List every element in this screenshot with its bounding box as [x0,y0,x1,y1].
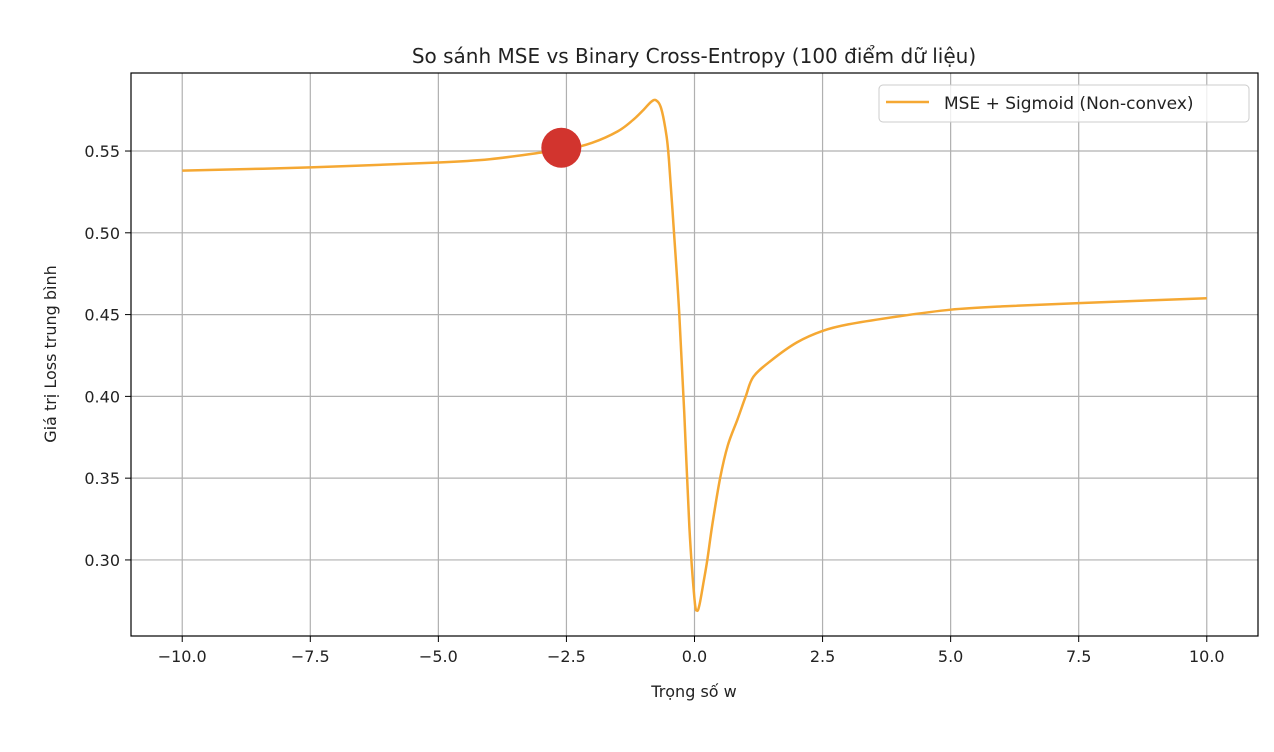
legend: MSE + Sigmoid (Non-convex) [878,84,1250,123]
x-tick-label: 7.5 [1066,647,1091,666]
y-tick-label: 0.45 [84,306,120,325]
y-tick-label: 0.30 [84,551,120,570]
x-tick-label: −7.5 [291,647,330,666]
y-tick-label: 0.50 [84,224,120,243]
x-tick-label: −5.0 [419,647,458,666]
legend-label: MSE + Sigmoid (Non-convex) [944,94,1194,114]
y-tick-label: 0.55 [84,142,120,161]
x-axis-label: Trọng số w [650,682,736,701]
y-tick-label: 0.40 [84,387,120,406]
y-axis-label: Giá trị Loss trung bình [41,265,60,443]
x-tick-label: 10.0 [1189,647,1225,666]
x-tick-label: −2.5 [547,647,586,666]
current-weight-marker [541,127,582,168]
y-tick-label: 0.35 [84,469,120,488]
chart-title: So sánh MSE vs Binary Cross-Entropy (100… [412,44,976,68]
legend-box [878,84,1250,123]
series-line-mse-sigmoid [182,98,1207,613]
x-tick-label: 5.0 [938,647,963,666]
x-tick-label: 0.0 [682,647,707,666]
plot-frame [130,72,1259,637]
x-tick-label: 2.5 [810,647,835,666]
x-tick-label: −10.0 [158,647,207,666]
